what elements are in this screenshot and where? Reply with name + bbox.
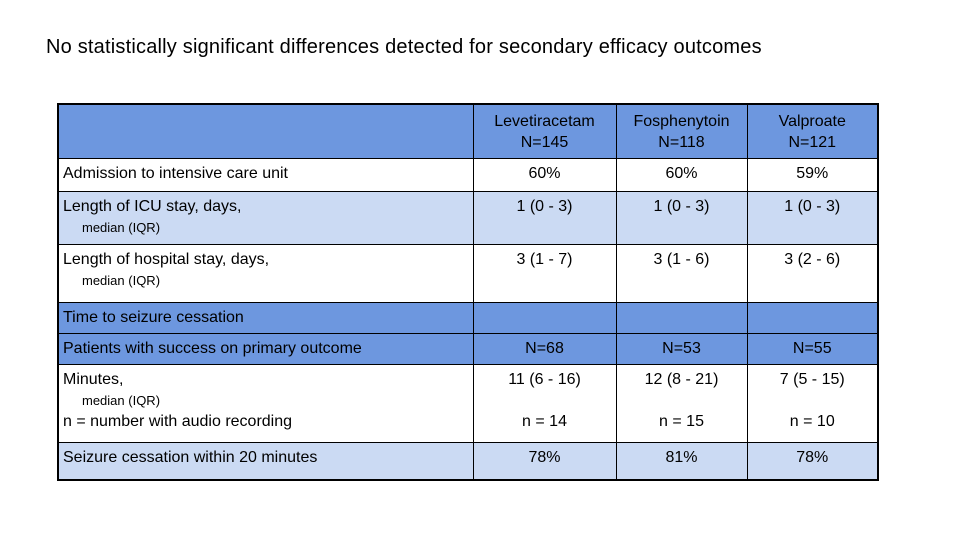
table-cell: 1 (0 - 3) bbox=[746, 190, 879, 245]
table-cell: 81% bbox=[615, 441, 748, 481]
cell-value-n: n = 10 bbox=[789, 412, 835, 430]
table-cell bbox=[615, 301, 748, 334]
row-label: Length of hospital stay, days, median (I… bbox=[57, 243, 474, 303]
header-empty-cell bbox=[57, 103, 474, 159]
row-label: Admission to intensive care unit bbox=[57, 157, 474, 192]
row-label-sub: median (IQR) bbox=[82, 272, 161, 288]
row-label: Length of ICU stay, days, median (IQR) bbox=[57, 190, 474, 245]
cell-value-n: n = 14 bbox=[522, 412, 567, 430]
table-cell: 7 (5 - 15) n = 10 bbox=[746, 363, 879, 443]
table-cell: 78% bbox=[472, 441, 617, 481]
cell-value-median: 7 (5 - 15) bbox=[779, 370, 845, 388]
drug-name: Levetiracetam bbox=[494, 113, 595, 130]
table-cell: N=55 bbox=[746, 332, 879, 365]
cell-value-median: 11 (6 - 16) bbox=[508, 370, 581, 388]
table-cell: N=68 bbox=[472, 332, 617, 365]
table-row-icu-stay: Length of ICU stay, days, median (IQR) 1… bbox=[57, 190, 879, 245]
table-cell bbox=[746, 301, 879, 334]
table-cell: 12 (8 - 21) n = 15 bbox=[615, 363, 748, 443]
table-cell: 3 (1 - 6) bbox=[615, 243, 748, 303]
table-section-row-seizure-cessation: Time to seizure cessation bbox=[57, 301, 879, 334]
table-cell: N=53 bbox=[615, 332, 748, 365]
table-row-icu-admission: Admission to intensive care unit 60% 60%… bbox=[57, 157, 879, 192]
cell-value-median: 12 (8 - 21) bbox=[644, 370, 719, 388]
table-row-cessation-20min: Seizure cessation within 20 minutes 78% … bbox=[57, 441, 879, 481]
table-row-hospital-stay: Length of hospital stay, days, median (I… bbox=[57, 243, 879, 303]
outcomes-table: Levetiracetam N=145 Fosphenytoin N=118 V… bbox=[57, 103, 879, 481]
cell-spacer bbox=[752, 391, 874, 411]
row-label: Patients with success on primary outcome bbox=[57, 332, 474, 365]
column-header-fosphenytoin: Fosphenytoin N=118 bbox=[615, 103, 748, 159]
row-label-note: n = number with audio recording bbox=[63, 412, 293, 430]
row-label: Seizure cessation within 20 minutes bbox=[57, 441, 474, 481]
row-label-main: Length of ICU stay, days, bbox=[63, 197, 242, 215]
table-cell: 1 (0 - 3) bbox=[472, 190, 617, 245]
table-cell: 59% bbox=[746, 157, 879, 192]
cell-value-n: n = 15 bbox=[659, 412, 704, 430]
cell-spacer bbox=[621, 391, 743, 411]
table-cell: 78% bbox=[746, 441, 879, 481]
column-header-valproate: Valproate N=121 bbox=[746, 103, 879, 159]
table-header-row: Levetiracetam N=145 Fosphenytoin N=118 V… bbox=[57, 103, 879, 159]
table-cell: 11 (6 - 16) n = 14 bbox=[472, 363, 617, 443]
table-cell: 1 (0 - 3) bbox=[615, 190, 748, 245]
table-row-primary-success: Patients with success on primary outcome… bbox=[57, 332, 879, 365]
table-cell: 3 (2 - 6) bbox=[746, 243, 879, 303]
drug-n: N=145 bbox=[520, 134, 569, 151]
drug-name: Fosphenytoin bbox=[633, 113, 730, 130]
table-cell: 60% bbox=[472, 157, 617, 192]
drug-n: N=118 bbox=[658, 134, 705, 151]
table-cell: 3 (1 - 7) bbox=[472, 243, 617, 303]
cell-spacer bbox=[478, 391, 612, 411]
row-label-main: Length of hospital stay, days, bbox=[63, 250, 270, 268]
table-cell bbox=[472, 301, 617, 334]
row-label: Minutes, median (IQR) n = number with au… bbox=[57, 363, 474, 443]
column-header-levetiracetam: Levetiracetam N=145 bbox=[472, 103, 617, 159]
table-row-minutes: Minutes, median (IQR) n = number with au… bbox=[57, 363, 879, 443]
drug-name: Valproate bbox=[778, 113, 846, 130]
row-label-sub: median (IQR) bbox=[82, 219, 161, 235]
section-label: Time to seizure cessation bbox=[57, 301, 474, 334]
row-label-sub: median (IQR) bbox=[82, 392, 161, 408]
slide-title: No statistically significant differences… bbox=[46, 36, 762, 58]
row-label-main: Minutes, bbox=[63, 370, 124, 388]
drug-n: N=121 bbox=[788, 134, 837, 151]
table-cell: 60% bbox=[615, 157, 748, 192]
